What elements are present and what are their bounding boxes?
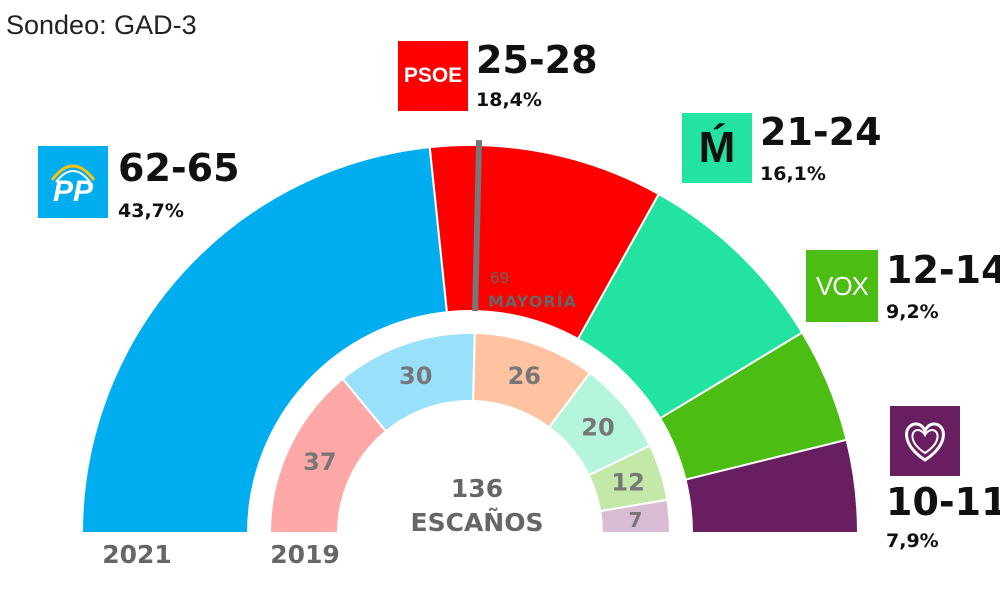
- podemos-logo: [890, 406, 960, 476]
- podemos-seats-range: 10-11: [886, 480, 1000, 524]
- inner-label-pp: 30: [399, 362, 432, 390]
- inner-label-mas-madrid: 20: [581, 413, 614, 441]
- total-seats-number: 136: [451, 474, 503, 503]
- majority-line: [472, 140, 483, 312]
- pp-logo-text: PP: [52, 175, 94, 208]
- vox-logo: VOX: [806, 250, 878, 322]
- vox-logo-text: VOX: [816, 270, 869, 301]
- inner-label-vox: 12: [611, 468, 644, 496]
- mas-madrid-seats-range: 21-24: [760, 110, 882, 154]
- mas-madrid-logo-text: Ḿ: [698, 123, 736, 172]
- vox-seats-range: 12-14: [886, 248, 1000, 292]
- inner-segment-podemos: [599, 498, 672, 534]
- outer-segment-pp: [80, 145, 449, 534]
- psoe-logo: PSOE: [398, 41, 468, 111]
- year-label-2019: 2019: [270, 540, 340, 569]
- outer-ring-2021: [80, 144, 860, 534]
- podemos-percent: 7,9%: [886, 530, 939, 552]
- psoe-percent: 18,4%: [476, 89, 542, 111]
- source-title: Sondeo: GAD-3: [6, 10, 197, 40]
- pp-logo: PP: [38, 146, 108, 218]
- inner-seat-labels: 37 30 26 20 12 7: [303, 362, 645, 532]
- psoe-seats-range: 25-28: [476, 38, 598, 82]
- inner-label-podemos: 7: [628, 508, 642, 532]
- total-seats-unit: ESCAÑOS: [411, 508, 544, 537]
- year-label-2021: 2021: [102, 540, 172, 569]
- inner-label-psoe: 37: [303, 448, 336, 476]
- pp-seats-range: 62-65: [118, 146, 240, 190]
- inner-ring-2019: [268, 332, 672, 534]
- mas-madrid-percent: 16,1%: [760, 163, 826, 185]
- vox-percent: 9,2%: [886, 301, 939, 323]
- psoe-logo-text: PSOE: [403, 64, 463, 87]
- podemos-heart-icon: [905, 422, 945, 462]
- pp-bird-icon: [50, 164, 96, 183]
- mas-madrid-logo: Ḿ: [682, 113, 752, 183]
- majority-number: 69: [490, 269, 509, 287]
- outer-segment-podemos: [684, 438, 860, 534]
- inner-label-cs: 26: [508, 362, 541, 390]
- pp-percent: 43,7%: [118, 200, 184, 222]
- majority-label: MAYORÍA: [488, 292, 577, 311]
